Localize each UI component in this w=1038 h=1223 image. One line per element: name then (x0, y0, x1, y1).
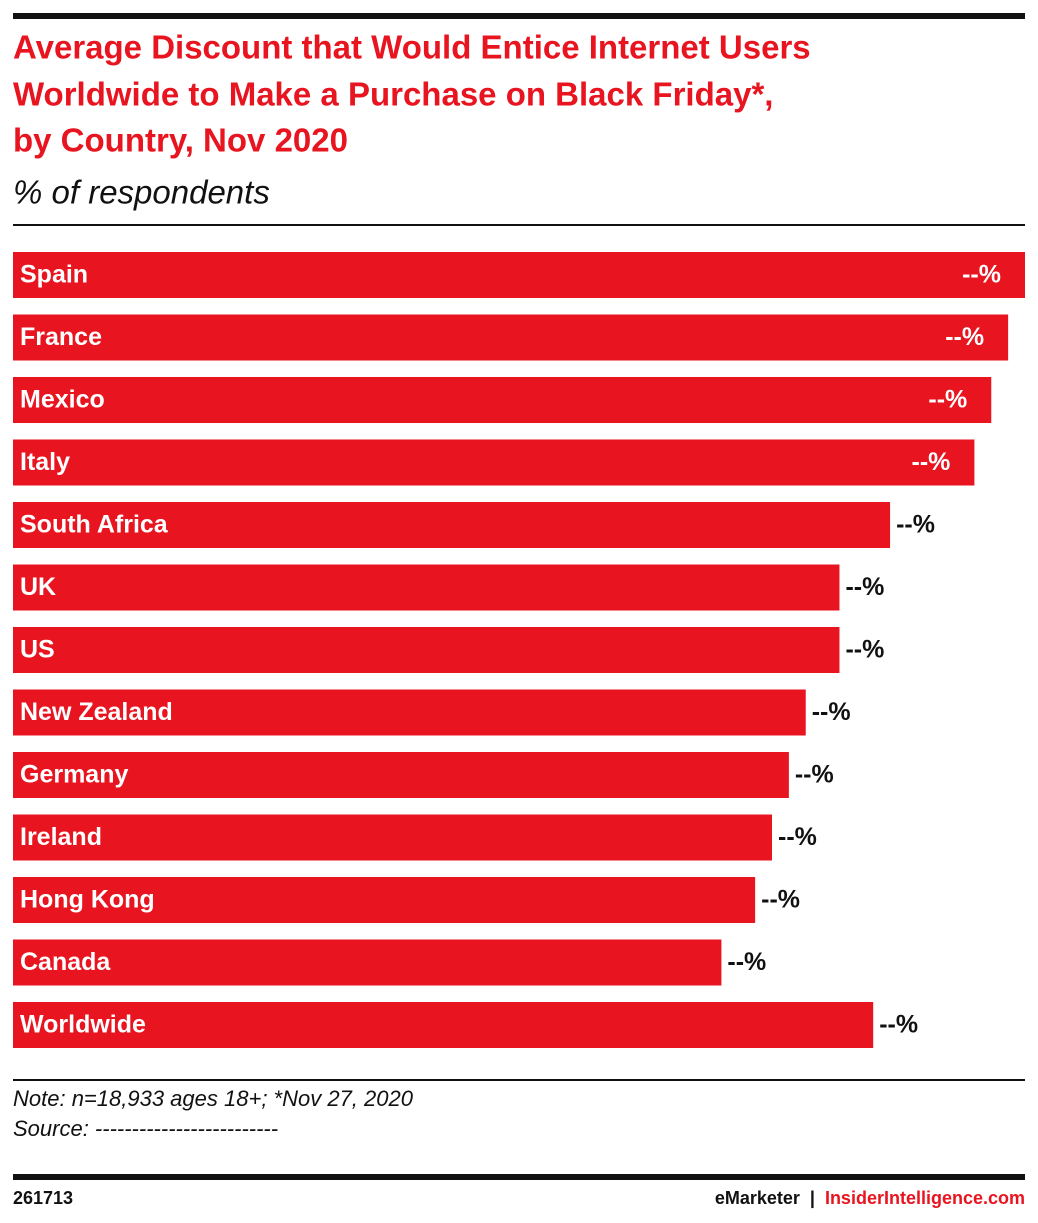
bar (13, 939, 722, 986)
value-label: --% (845, 573, 884, 601)
bar (13, 627, 840, 673)
category-label: France (20, 323, 102, 351)
value-label: --% (761, 886, 800, 914)
category-label: Mexico (20, 386, 105, 414)
bar (13, 814, 772, 861)
chart-title: Average Discount that Would Entice Inter… (13, 29, 811, 66)
value-label: --% (945, 323, 984, 351)
category-label: Italy (20, 448, 70, 476)
category-label: Spain (20, 261, 88, 289)
value-label: --% (879, 1011, 918, 1039)
brand-name: eMarketer (715, 1188, 800, 1208)
category-label: South Africa (20, 511, 169, 539)
bar (13, 689, 806, 736)
value-label: --% (928, 386, 967, 414)
value-label: --% (912, 448, 951, 476)
bar (13, 377, 992, 423)
value-label: --% (795, 761, 834, 789)
note: Note: n=18,933 ages 18+; *Nov 27, 2020 (13, 1086, 414, 1111)
bottom-rule (13, 1174, 1025, 1180)
category-label: Ireland (20, 823, 102, 851)
separator: | (810, 1188, 815, 1208)
category-label: New Zealand (20, 698, 173, 726)
value-label: --% (812, 698, 851, 726)
value-label: --% (962, 261, 1001, 289)
bar (13, 314, 1009, 361)
category-label: Hong Kong (20, 886, 155, 914)
value-label: --% (727, 948, 766, 976)
category-label: UK (20, 573, 56, 601)
category-label: Canada (20, 948, 111, 976)
category-label: US (20, 636, 55, 664)
category-label: Germany (20, 761, 128, 789)
rule (13, 224, 1025, 226)
value-label: --% (778, 823, 817, 851)
chart-id: 261713 (13, 1188, 73, 1208)
bar (13, 877, 756, 923)
bar (13, 752, 789, 798)
source: Source: ------------------------- (13, 1116, 278, 1141)
bar (13, 252, 1025, 298)
site: InsiderIntelligence.com (825, 1188, 1025, 1208)
chart-subtitle: % of respondents (13, 174, 270, 211)
category-label: Worldwide (20, 1011, 146, 1039)
value-label: --% (896, 511, 935, 539)
brand: eMarketer | InsiderIntelligence.com (715, 1188, 1025, 1208)
bar (13, 564, 840, 611)
top-rule (13, 13, 1025, 19)
chart-title: Worldwide to Make a Purchase on Black Fr… (13, 76, 773, 113)
bar (13, 1002, 874, 1048)
rule (13, 1079, 1025, 1081)
bar (13, 502, 891, 548)
chart-title: by Country, Nov 2020 (13, 122, 348, 159)
bar (13, 439, 975, 486)
value-label: --% (845, 636, 884, 664)
